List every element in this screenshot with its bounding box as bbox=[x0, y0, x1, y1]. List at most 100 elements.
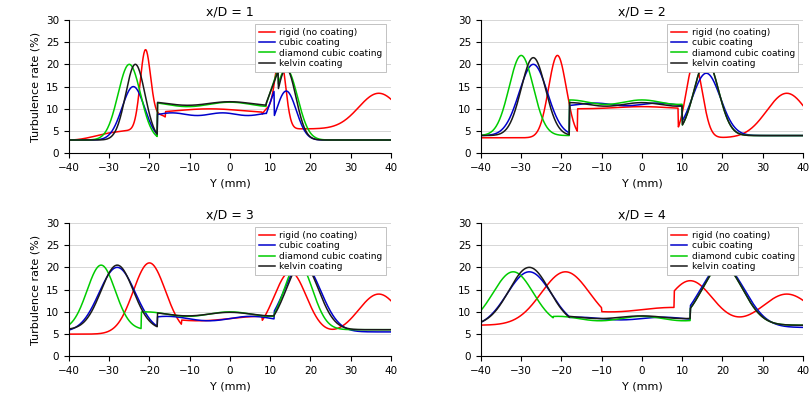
Legend: rigid (no coating), cubic coating, diamond cubic coating, kelvin coating: rigid (no coating), cubic coating, diamo… bbox=[255, 227, 386, 275]
rigid (no coating) bbox=[753, 307, 763, 312]
diamond cubic coating bbox=[294, 261, 303, 265]
Line: rigid (no coating): rigid (no coating) bbox=[481, 55, 803, 138]
Line: cubic coating: cubic coating bbox=[69, 263, 391, 332]
Title: x/D = 4: x/D = 4 bbox=[618, 209, 666, 222]
diamond cubic coating bbox=[84, 137, 93, 142]
kelvin coating bbox=[386, 327, 396, 332]
diamond cubic coating bbox=[260, 314, 269, 318]
kelvin coating bbox=[341, 326, 351, 331]
X-axis label: Y (mm): Y (mm) bbox=[621, 382, 663, 392]
kelvin coating bbox=[798, 323, 808, 327]
cubic coating bbox=[663, 315, 673, 320]
cubic coating bbox=[64, 328, 74, 333]
diamond cubic coating bbox=[269, 314, 279, 319]
cubic coating bbox=[798, 325, 808, 330]
kelvin coating bbox=[496, 131, 505, 136]
cubic coating bbox=[663, 101, 673, 106]
kelvin coating bbox=[476, 320, 486, 324]
diamond cubic coating bbox=[721, 263, 731, 268]
rigid (no coating) bbox=[251, 109, 261, 114]
cubic coating bbox=[341, 138, 351, 143]
cubic coating bbox=[476, 133, 486, 138]
rigid (no coating) bbox=[552, 53, 562, 58]
diamond cubic coating bbox=[125, 62, 135, 67]
rigid (no coating) bbox=[64, 138, 74, 143]
Line: rigid (no coating): rigid (no coating) bbox=[481, 272, 803, 325]
rigid (no coating) bbox=[309, 126, 319, 131]
diamond cubic coating bbox=[309, 290, 319, 295]
rigid (no coating) bbox=[260, 108, 269, 113]
cubic coating bbox=[386, 329, 396, 334]
rigid (no coating) bbox=[251, 314, 261, 319]
rigid (no coating) bbox=[476, 323, 486, 327]
rigid (no coating) bbox=[386, 97, 396, 101]
cubic coating bbox=[672, 103, 682, 107]
diamond cubic coating bbox=[663, 317, 673, 322]
rigid (no coating) bbox=[798, 103, 808, 108]
rigid (no coating) bbox=[269, 80, 279, 84]
kelvin coating bbox=[269, 79, 279, 84]
kelvin coating bbox=[251, 312, 261, 317]
cubic coating bbox=[251, 112, 261, 117]
kelvin coating bbox=[298, 261, 307, 265]
rigid (no coating) bbox=[753, 119, 763, 124]
cubic coating bbox=[298, 261, 307, 265]
cubic coating bbox=[681, 110, 691, 115]
rigid (no coating) bbox=[663, 305, 673, 310]
kelvin coating bbox=[367, 138, 376, 143]
cubic coating bbox=[753, 308, 763, 313]
rigid (no coating) bbox=[681, 279, 691, 284]
kelvin coating bbox=[496, 302, 505, 307]
rigid (no coating) bbox=[144, 261, 154, 265]
cubic coating bbox=[128, 84, 138, 89]
Legend: rigid (no coating), cubic coating, diamond cubic coating, kelvin coating: rigid (no coating), cubic coating, diamo… bbox=[255, 24, 386, 72]
rigid (no coating) bbox=[84, 332, 93, 337]
cubic coating bbox=[681, 316, 691, 321]
diamond cubic coating bbox=[672, 318, 681, 323]
rigid (no coating) bbox=[798, 298, 808, 303]
kelvin coating bbox=[64, 327, 74, 331]
X-axis label: Y (mm): Y (mm) bbox=[621, 179, 663, 188]
Legend: rigid (no coating), cubic coating, diamond cubic coating, kelvin coating: rigid (no coating), cubic coating, diamo… bbox=[667, 227, 798, 275]
diamond cubic coating bbox=[753, 133, 763, 138]
diamond cubic coating bbox=[718, 263, 727, 268]
Line: cubic coating: cubic coating bbox=[69, 87, 391, 140]
Line: rigid (no coating): rigid (no coating) bbox=[69, 263, 391, 334]
kelvin coating bbox=[269, 314, 279, 318]
kelvin coating bbox=[663, 315, 673, 320]
rigid (no coating) bbox=[663, 105, 673, 110]
kelvin coating bbox=[260, 313, 269, 318]
kelvin coating bbox=[131, 62, 140, 67]
kelvin coating bbox=[386, 138, 396, 143]
cubic coating bbox=[260, 315, 269, 320]
cubic coating bbox=[721, 263, 731, 268]
diamond cubic coating bbox=[251, 103, 261, 108]
cubic coating bbox=[84, 311, 93, 316]
kelvin coating bbox=[672, 316, 681, 321]
kelvin coating bbox=[260, 103, 269, 107]
rigid (no coating) bbox=[476, 135, 486, 140]
rigid (no coating) bbox=[386, 298, 396, 303]
Line: diamond cubic coating: diamond cubic coating bbox=[481, 55, 803, 135]
rigid (no coating) bbox=[672, 106, 682, 110]
Y-axis label: Turbulence rate (%): Turbulence rate (%) bbox=[30, 234, 41, 345]
cubic coating bbox=[529, 62, 539, 67]
cubic coating bbox=[476, 320, 486, 325]
cubic coating bbox=[386, 138, 396, 143]
cubic coating bbox=[84, 138, 93, 143]
cubic coating bbox=[309, 136, 319, 141]
diamond cubic coating bbox=[496, 279, 505, 284]
rigid (no coating) bbox=[84, 135, 93, 140]
diamond cubic coating bbox=[753, 311, 763, 316]
diamond cubic coating bbox=[798, 323, 808, 327]
diamond cubic coating bbox=[672, 102, 682, 107]
kelvin coating bbox=[753, 311, 763, 316]
rigid (no coating) bbox=[341, 320, 351, 325]
Line: kelvin coating: kelvin coating bbox=[481, 58, 803, 135]
kelvin coating bbox=[721, 263, 731, 268]
Title: x/D = 1: x/D = 1 bbox=[206, 6, 254, 19]
kelvin coating bbox=[309, 275, 319, 280]
cubic coating bbox=[672, 316, 681, 320]
kelvin coating bbox=[84, 314, 93, 319]
diamond cubic coating bbox=[496, 114, 505, 119]
